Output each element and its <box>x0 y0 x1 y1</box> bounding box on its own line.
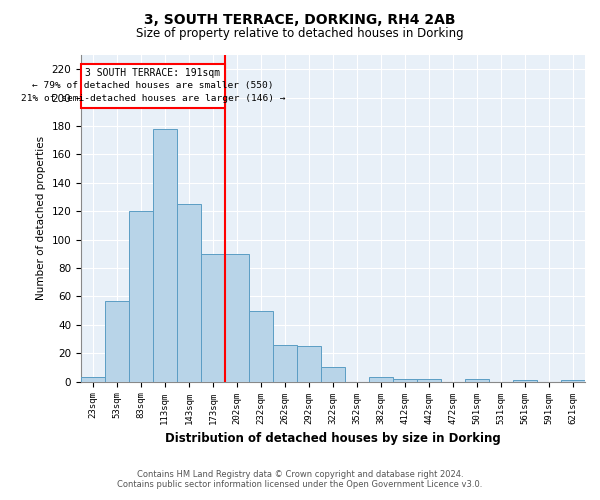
Text: Contains HM Land Registry data © Crown copyright and database right 2024.
Contai: Contains HM Land Registry data © Crown c… <box>118 470 482 489</box>
Text: 3 SOUTH TERRACE: 191sqm: 3 SOUTH TERRACE: 191sqm <box>85 68 220 78</box>
Bar <box>81 64 225 108</box>
Text: 21% of semi-detached houses are larger (146) →: 21% of semi-detached houses are larger (… <box>20 94 285 103</box>
Bar <box>201 254 225 382</box>
Bar <box>369 378 393 382</box>
Bar <box>153 129 177 382</box>
Bar <box>393 379 417 382</box>
Text: ← 79% of detached houses are smaller (550): ← 79% of detached houses are smaller (55… <box>32 81 274 90</box>
Bar <box>105 300 129 382</box>
Bar <box>249 310 273 382</box>
Bar <box>321 368 345 382</box>
Bar <box>225 254 249 382</box>
Bar <box>513 380 537 382</box>
Bar <box>297 346 321 382</box>
Bar <box>177 204 201 382</box>
X-axis label: Distribution of detached houses by size in Dorking: Distribution of detached houses by size … <box>165 432 501 445</box>
Bar <box>417 379 441 382</box>
Text: Size of property relative to detached houses in Dorking: Size of property relative to detached ho… <box>136 28 464 40</box>
Bar <box>561 380 585 382</box>
Y-axis label: Number of detached properties: Number of detached properties <box>36 136 46 300</box>
Bar <box>81 378 105 382</box>
Bar <box>465 379 489 382</box>
Bar <box>129 211 153 382</box>
Text: 3, SOUTH TERRACE, DORKING, RH4 2AB: 3, SOUTH TERRACE, DORKING, RH4 2AB <box>144 12 456 26</box>
Bar <box>273 345 297 382</box>
